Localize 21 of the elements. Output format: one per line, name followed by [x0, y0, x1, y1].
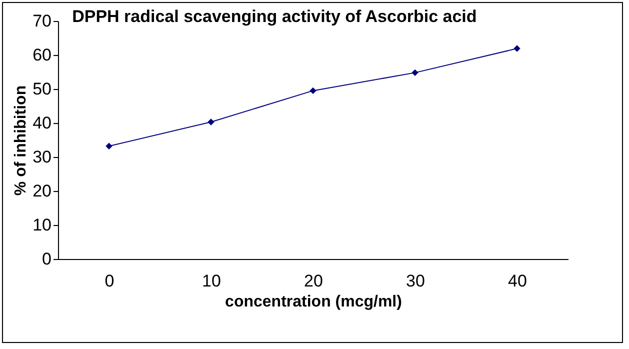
y-tick-label: 40 — [32, 114, 52, 132]
y-tick-label: 30 — [32, 148, 52, 166]
point — [310, 87, 316, 94]
x-tick-label: 20 — [304, 272, 323, 290]
x-tick-label: 30 — [406, 272, 425, 290]
point — [208, 118, 214, 126]
y-tick-label: 10 — [32, 216, 52, 234]
x-tick-label: 0 — [104, 272, 114, 290]
y-axis-title: % of inhibition — [12, 85, 30, 196]
y-tick-label: 50 — [32, 80, 52, 98]
point — [514, 45, 520, 52]
x-tick-label: 10 — [202, 272, 221, 290]
y-tick-label: 0 — [42, 250, 52, 268]
y-tick-label: 70 — [32, 12, 52, 30]
y-tick-label: 20 — [32, 182, 52, 200]
point — [412, 69, 418, 76]
y-tick-label: 60 — [32, 46, 52, 64]
x-axis-title: concentration (mcg/ml) — [225, 294, 402, 310]
point — [106, 142, 112, 150]
chart-title: DPPH radical scavenging activity of Ascorbic acid — [72, 7, 477, 26]
x-tick-label: 40 — [508, 272, 527, 290]
